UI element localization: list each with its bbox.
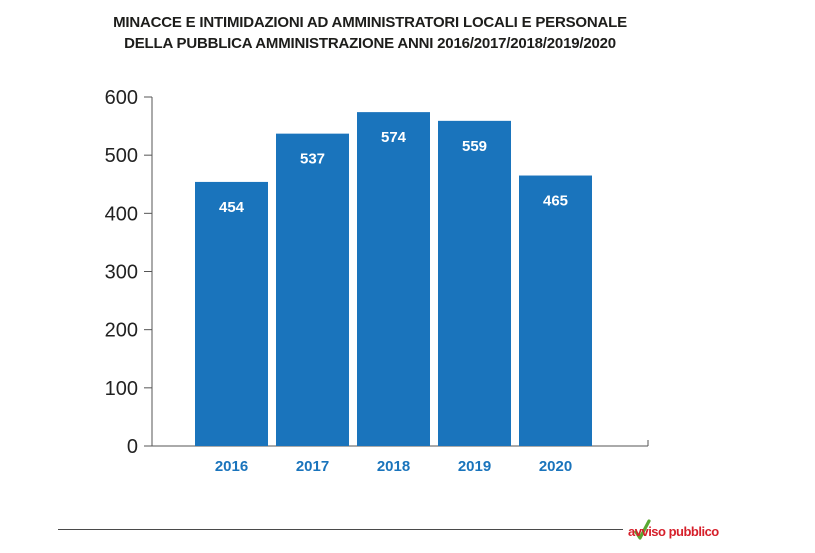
x-tick-label: 2019: [458, 458, 491, 475]
bar-value-label: 454: [219, 199, 245, 216]
footer-divider: [58, 529, 623, 530]
y-tick-label: 200: [105, 320, 138, 342]
chart-title-line-2: DELLA PUBBLICA AMMINISTRAZIONE ANNI 2016…: [124, 35, 616, 52]
bar-value-label: 559: [462, 138, 487, 155]
x-tick-label: 2020: [539, 458, 572, 475]
chart-title: MINACCE E INTIMIDAZIONI AD AMMINISTRATOR…: [0, 12, 740, 54]
bar-2019: [438, 120, 511, 447]
bar-value-label: 574: [381, 129, 407, 146]
checkmark-icon: [634, 519, 651, 540]
logo-text: avviso pubblico: [628, 524, 719, 539]
bar-2020: [519, 175, 592, 446]
avviso-pubblico-logo: avviso pubblico: [628, 519, 720, 540]
y-tick-label: 100: [105, 378, 138, 400]
chart-bars: [195, 112, 592, 447]
y-tick-label: 0: [127, 436, 138, 458]
y-tick-label: 300: [105, 262, 138, 284]
x-tick-label: 2018: [377, 458, 410, 475]
x-tick-label: 2017: [296, 458, 329, 475]
y-tick-label: 600: [105, 87, 138, 109]
chart-title-line-1: MINACCE E INTIMIDAZIONI AD AMMINISTRATOR…: [113, 14, 627, 31]
bar-2018: [357, 112, 430, 446]
bar-2017: [276, 133, 349, 446]
bar-value-label: 537: [300, 151, 325, 168]
chart-labels: 0 100 200 300 400 500 600 454 2016 537 2017 574 2018…: [105, 87, 573, 475]
bar-2016: [195, 181, 268, 446]
y-tick-label: 400: [105, 203, 138, 225]
bar-value-label: 465: [543, 193, 568, 210]
y-tick-label: 500: [105, 145, 138, 167]
x-tick-label: 2016: [215, 458, 248, 475]
